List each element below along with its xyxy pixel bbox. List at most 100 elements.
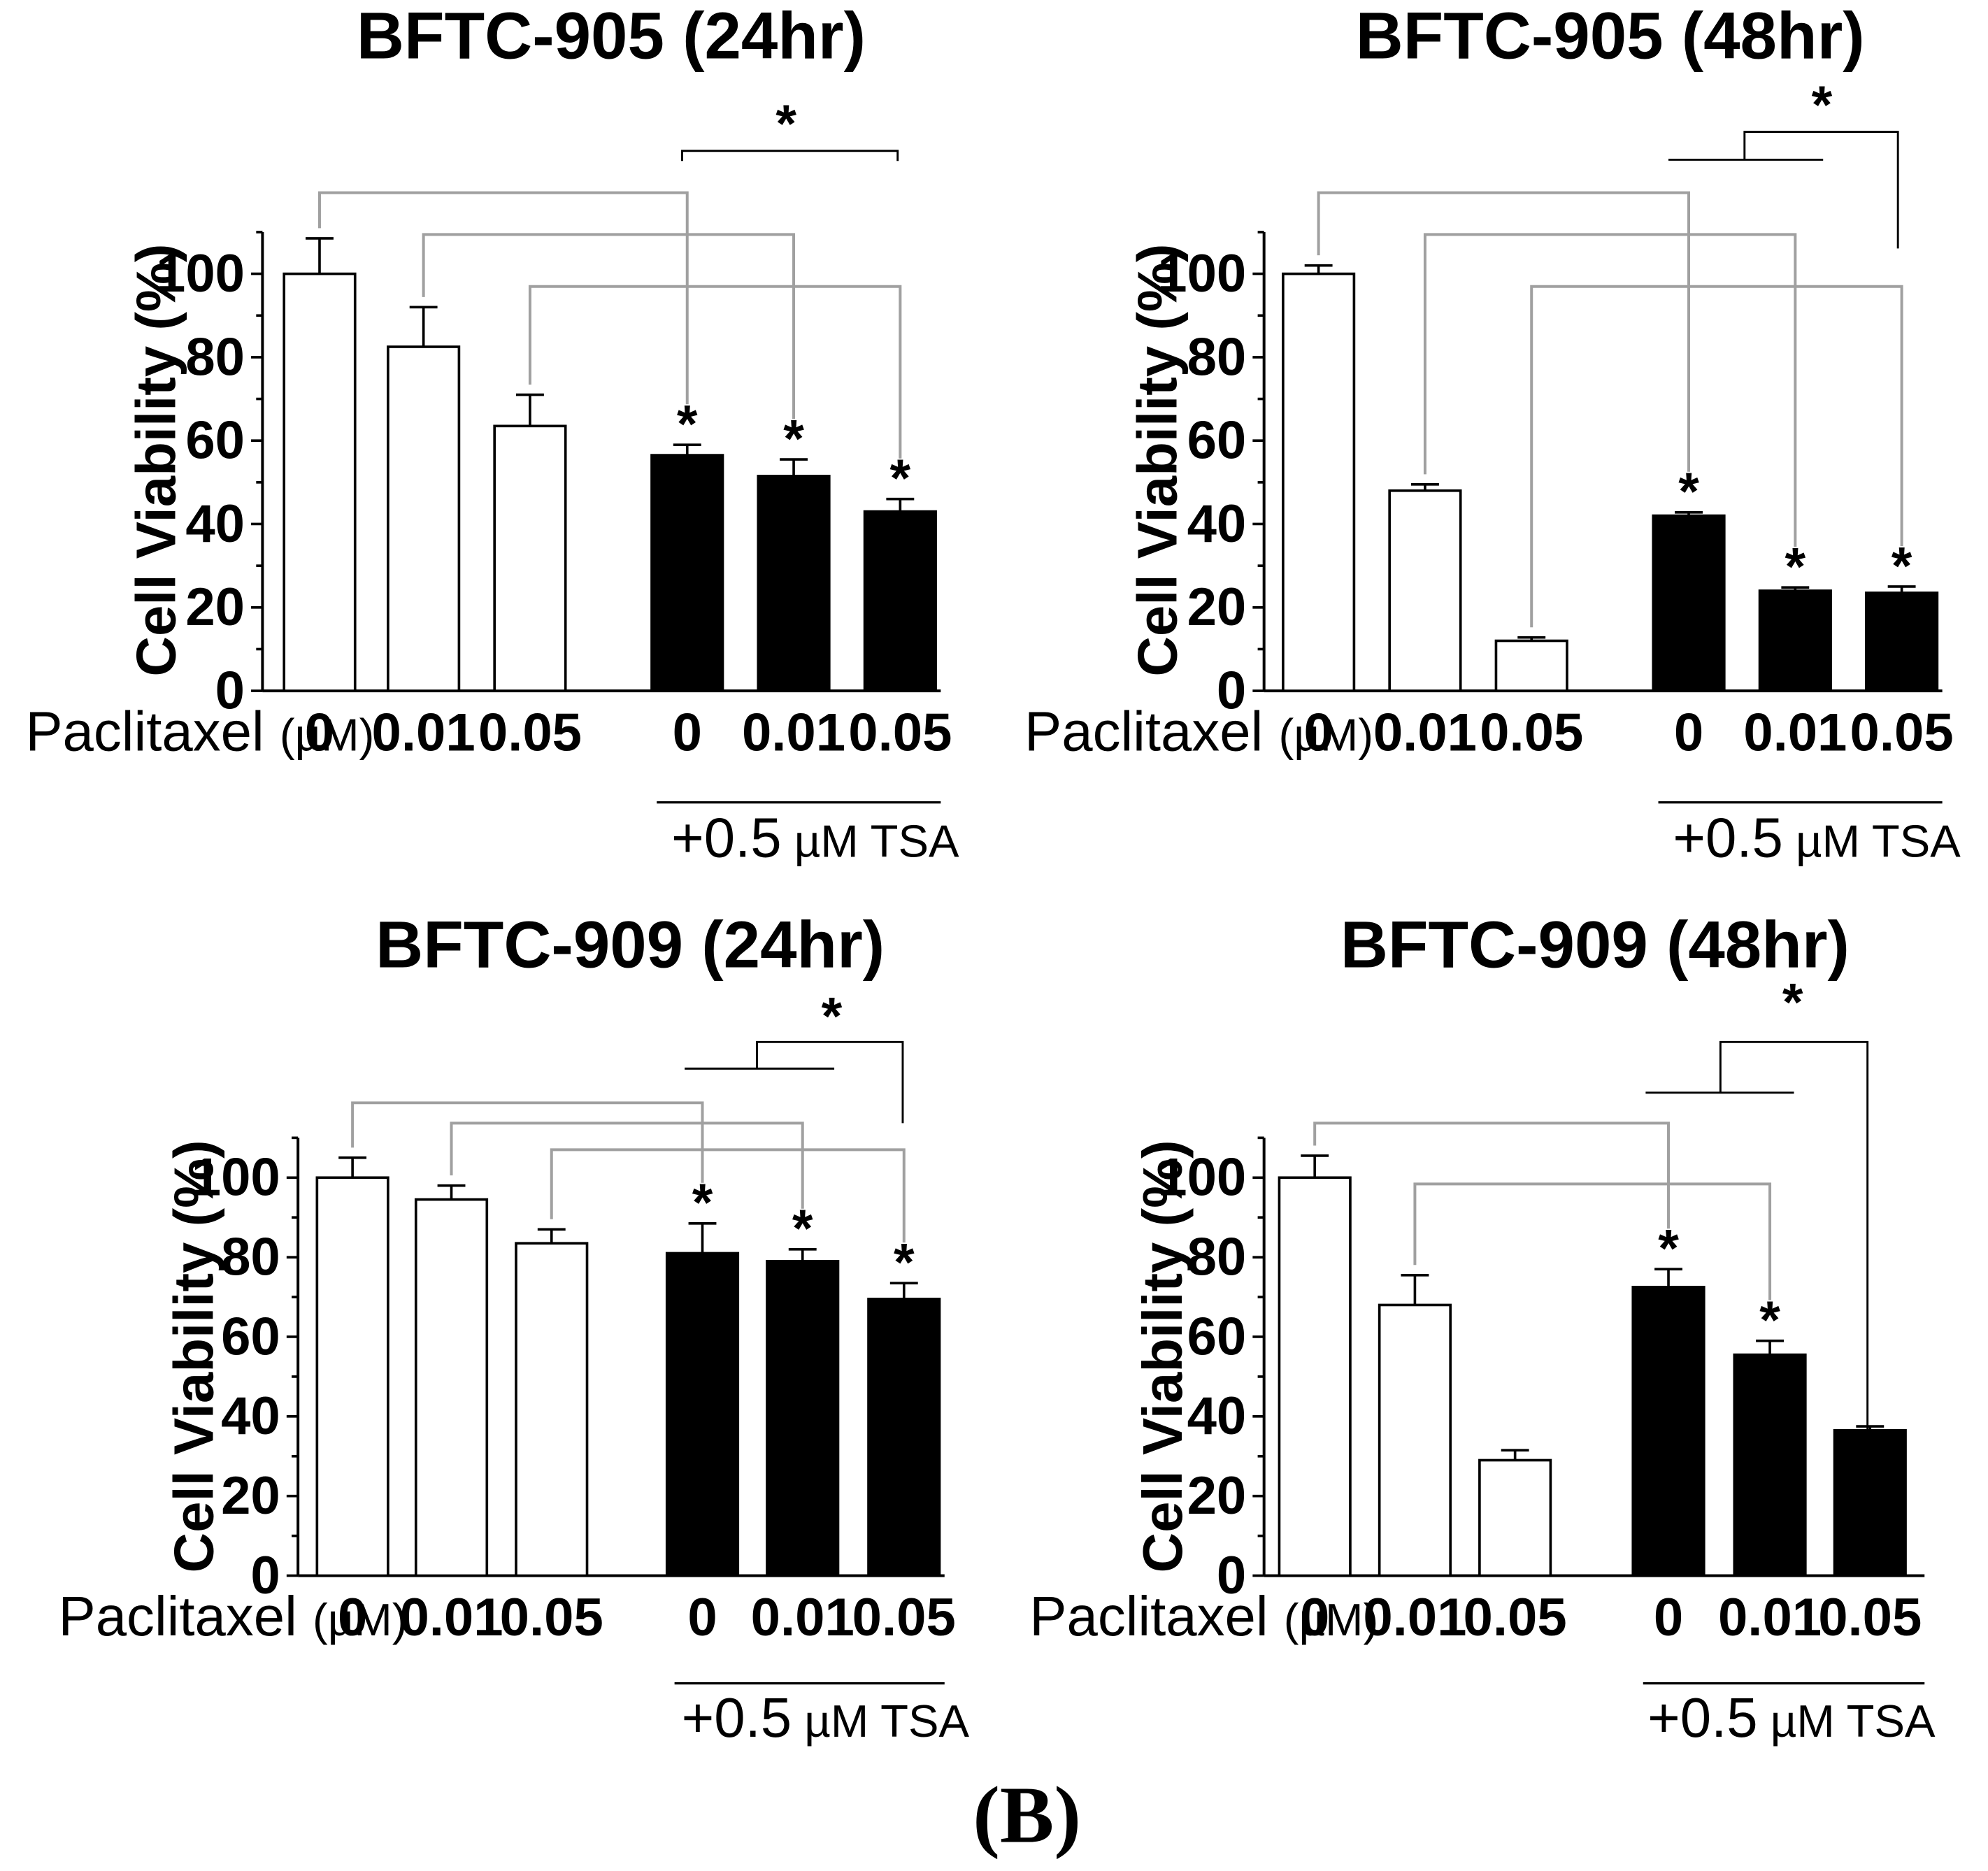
bar bbox=[1478, 1458, 1552, 1577]
y-tick-label: 20 bbox=[1187, 1466, 1247, 1526]
bar bbox=[1865, 592, 1939, 692]
tsa-group-label-part: µM bbox=[1758, 1696, 1835, 1747]
bar bbox=[1278, 1176, 1352, 1577]
y-tick-label: 0 bbox=[1217, 661, 1246, 720]
tsa-group-label-part: µM bbox=[1783, 816, 1860, 867]
comparison-star: * bbox=[822, 987, 843, 1046]
significance-bracket bbox=[1719, 1040, 1869, 1498]
tsa-group-label-part: TSA bbox=[1835, 1696, 1936, 1747]
y-axis-label: Cell Viability (%) bbox=[124, 244, 187, 677]
x-tick-label: 0 bbox=[673, 703, 702, 762]
y-tick-label: 60 bbox=[1187, 411, 1247, 471]
comparison-bracket bbox=[550, 1148, 906, 1243]
y-tick-label: 40 bbox=[221, 1386, 280, 1446]
tsa-group-label-part: +0.5 bbox=[682, 1686, 792, 1749]
comparison-bracket bbox=[422, 233, 796, 420]
significance-star: * bbox=[792, 1199, 813, 1259]
bar bbox=[515, 1242, 589, 1577]
bar bbox=[1388, 489, 1462, 692]
x-tick-label: 0.05 bbox=[1480, 703, 1583, 762]
y-tick-label: 60 bbox=[221, 1307, 280, 1366]
tsa-group-label: +0.5 µM TSA bbox=[671, 807, 959, 869]
chart-title: BFTC-909 (48hr) bbox=[1340, 908, 1850, 981]
y-tick-label: 100 bbox=[156, 244, 245, 303]
x-tick-label: 0.01 bbox=[1718, 1588, 1822, 1647]
tsa-group-label-part: +0.5 bbox=[1647, 1686, 1757, 1749]
y-tick-label: 100 bbox=[192, 1148, 280, 1207]
significance-star: * bbox=[783, 409, 804, 468]
tsa-group-label-part: +0.5 bbox=[1673, 807, 1782, 869]
panel-label: (B) bbox=[973, 1770, 1081, 1860]
x-tick-label: 0.01 bbox=[1373, 703, 1477, 762]
comparison-bracket bbox=[1423, 233, 1797, 547]
bar bbox=[766, 1260, 840, 1577]
x-tick-label: 0 bbox=[1674, 703, 1703, 762]
tsa-group-label-part: µM bbox=[792, 1696, 868, 1747]
y-tick-label: 60 bbox=[185, 411, 245, 471]
bar bbox=[1378, 1303, 1452, 1577]
y-tick-label: 40 bbox=[185, 494, 245, 554]
bar bbox=[315, 1176, 389, 1577]
comparison-bracket bbox=[1317, 191, 1691, 472]
comparison-star: * bbox=[1782, 973, 1803, 1032]
y-tick-label: 0 bbox=[1217, 1546, 1246, 1605]
tsa-group-label-part: TSA bbox=[1860, 816, 1961, 867]
row-label-unit: (µM) bbox=[1284, 1594, 1378, 1645]
bar bbox=[283, 272, 357, 692]
bar bbox=[1282, 272, 1356, 692]
comparison-bracket bbox=[351, 1101, 704, 1183]
comparison-bracket bbox=[1313, 1121, 1671, 1229]
tsa-group-label-part: TSA bbox=[868, 1696, 969, 1747]
x-tick-label: 0.05 bbox=[852, 1588, 956, 1647]
significance-star: * bbox=[890, 449, 911, 508]
y-tick-label: 0 bbox=[215, 661, 245, 720]
comparison-star: * bbox=[1812, 76, 1833, 135]
bar bbox=[414, 1198, 489, 1577]
x-tick-label: 0.05 bbox=[500, 1588, 603, 1647]
tsa-group-label-part: TSA bbox=[859, 816, 959, 867]
significance-bracket bbox=[756, 1040, 904, 1124]
x-tick-label: 0.01 bbox=[1363, 1588, 1466, 1647]
comparison-bracket bbox=[317, 191, 689, 405]
y-tick-label: 80 bbox=[1187, 1228, 1247, 1287]
significance-star: * bbox=[1678, 462, 1699, 522]
chart-title: BFTC-909 (24hr) bbox=[376, 908, 885, 981]
x-row-label: Paclitaxel (µM) bbox=[58, 1585, 407, 1647]
significance-bracket bbox=[681, 150, 899, 162]
x-tick-label: 0.05 bbox=[1850, 703, 1954, 762]
bar bbox=[1494, 639, 1568, 692]
y-axis-label: Cell Viability (%) bbox=[1127, 244, 1189, 677]
x-row-label: Paclitaxel (µM) bbox=[1029, 1585, 1378, 1647]
comparison-bracket bbox=[1530, 285, 1903, 628]
x-tick-label: 0.01 bbox=[399, 1588, 503, 1647]
x-tick-label: 0.05 bbox=[848, 703, 952, 762]
significance-star: * bbox=[692, 1173, 713, 1233]
y-tick-label: 100 bbox=[1157, 244, 1246, 303]
y-tick-label: 40 bbox=[1187, 1386, 1247, 1446]
x-row-label: Paclitaxel (µM) bbox=[25, 700, 374, 762]
bar bbox=[1758, 589, 1832, 692]
x-tick-label: 0.01 bbox=[751, 1588, 854, 1647]
x-tick-label: 0 bbox=[1303, 703, 1333, 762]
bar bbox=[1631, 1286, 1705, 1577]
row-label-unit: (µM) bbox=[313, 1594, 407, 1645]
chart-title: BFTC-905 (24hr) bbox=[357, 0, 866, 72]
bar bbox=[863, 510, 937, 692]
chart-title: BFTC-905 (48hr) bbox=[1356, 0, 1865, 72]
bar bbox=[493, 424, 567, 692]
tsa-group-label: +0.5 µM TSA bbox=[1673, 807, 1961, 869]
row-label-unit: (µM) bbox=[1279, 709, 1373, 760]
significance-star: * bbox=[894, 1233, 915, 1293]
x-tick-label: 0.01 bbox=[1743, 703, 1847, 762]
comparison-bracket bbox=[1413, 1182, 1772, 1300]
y-tick-label: 40 bbox=[1187, 494, 1247, 554]
y-tick-label: 60 bbox=[1187, 1307, 1247, 1366]
y-tick-label: 80 bbox=[1187, 327, 1247, 387]
x-tick-label: 0 bbox=[687, 1588, 717, 1647]
comparison-bracket bbox=[450, 1121, 804, 1209]
x-row-label: Paclitaxel (µM) bbox=[1024, 700, 1373, 762]
significance-star: * bbox=[1759, 1291, 1780, 1350]
